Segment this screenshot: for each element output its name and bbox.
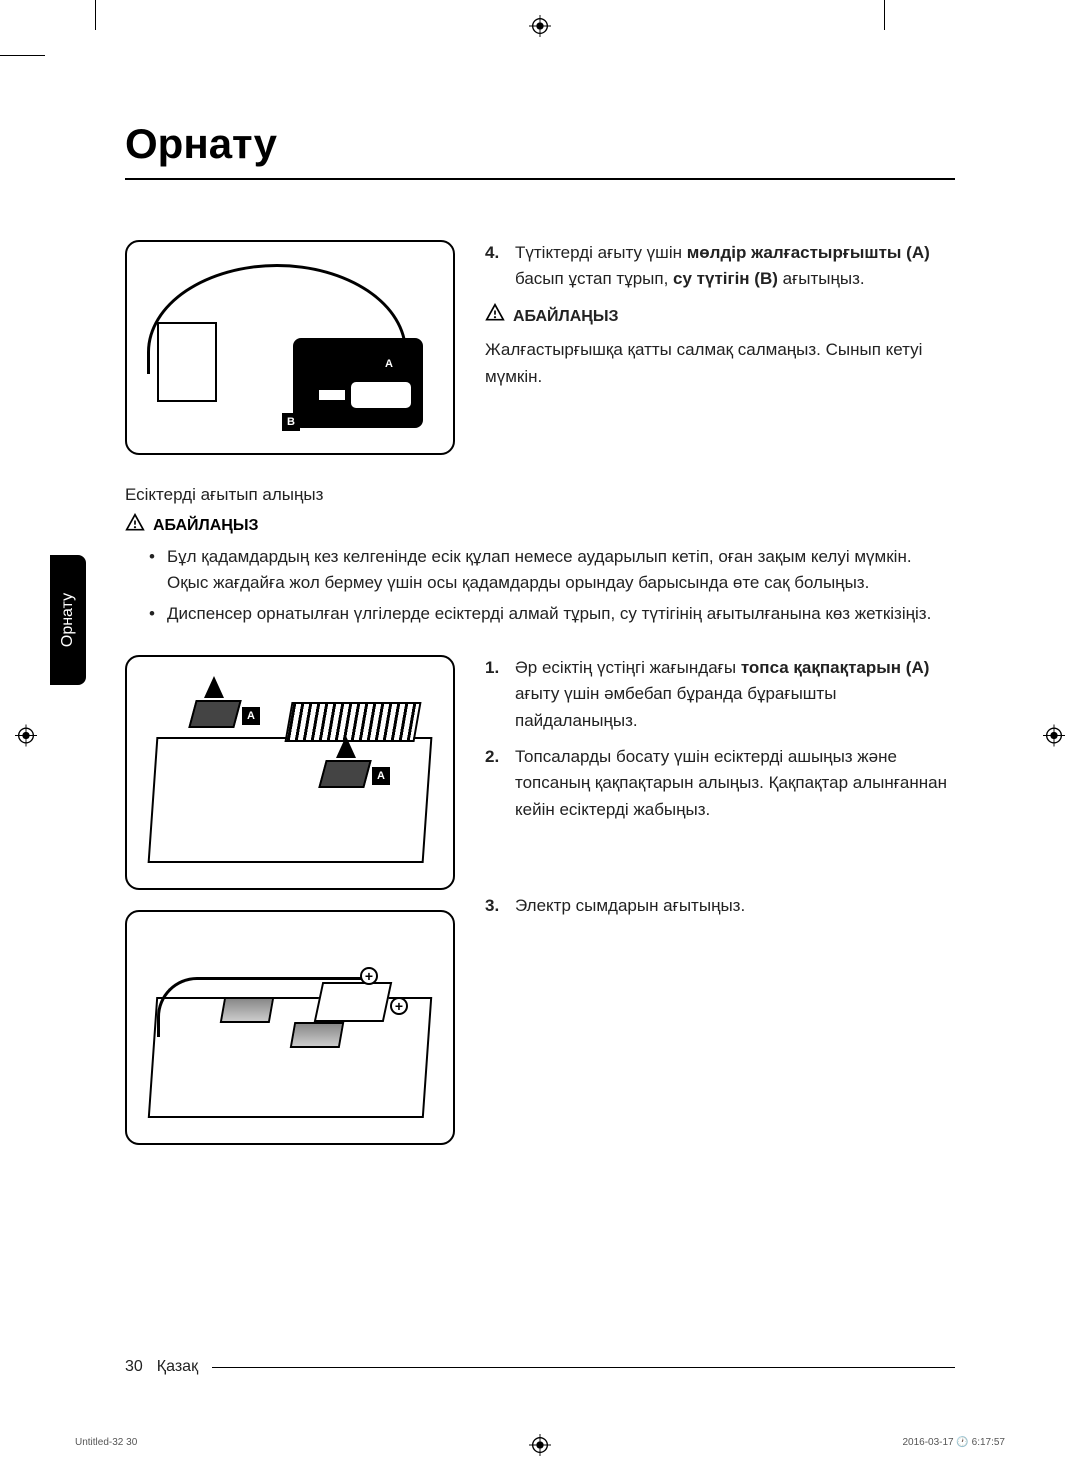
bullet-item: Бұл қадамдардың кез келгенінде есік құла… [149, 544, 955, 597]
warning-icon [485, 303, 505, 332]
screw-icon [360, 967, 378, 985]
connector [290, 1022, 345, 1048]
bold-text: топса қақпақтарын (A) [741, 658, 930, 677]
text: Әр есіктің үстіңгі жағындағы [515, 658, 741, 677]
screw-icon [390, 997, 408, 1015]
connector [351, 382, 411, 408]
steps-column: 1. Әр есіктің үстіңгі жағындағы топса қа… [485, 655, 955, 1145]
bracket [157, 322, 217, 402]
bold-text: су түтігін (B) [673, 269, 778, 288]
crop-mark [884, 0, 885, 30]
row-1: A B 4. Түтіктерді ағыту үшін мөлдір жалғ… [125, 240, 955, 455]
text: басып ұстап тұрып, [515, 269, 673, 288]
pin [317, 388, 347, 402]
side-tab-label: Орнату [59, 593, 77, 647]
registration-mark-icon [1043, 725, 1065, 752]
page-number: 30 [125, 1358, 143, 1376]
page-footer: 30 Қазақ [125, 1358, 955, 1376]
step-number: 2. [485, 744, 507, 823]
figure-label-a: A [242, 707, 260, 725]
step4-block: 4. Түтіктерді ағыту үшін мөлдір жалғасты… [485, 240, 955, 455]
print-file-label: Untitled-32 30 [75, 1437, 137, 1448]
step-number: 4. [485, 240, 507, 293]
bold-text: мөлдір жалғастырғышты (A) [687, 243, 930, 262]
text: ағытыңыз. [778, 269, 865, 288]
step-number: 1. [485, 655, 507, 734]
fridge-top [148, 737, 433, 863]
print-footer: Untitled-32 30 2016-03-17 🕐 6:17:57 [75, 1437, 1005, 1448]
connector [220, 997, 275, 1023]
warning-label: АБАЙЛАҢЫЗ [153, 517, 259, 535]
row-2: A A 1. Әр есіктің үс [125, 655, 955, 1145]
text: Түтіктерді ағыту үшін [515, 243, 687, 262]
registration-mark-icon [15, 725, 37, 752]
registration-mark-icon [529, 15, 551, 42]
crop-mark [95, 0, 96, 30]
warning-label: АБАЙЛАҢЫЗ [513, 305, 619, 330]
hinge-cap [188, 700, 242, 728]
side-tab: Орнату [50, 555, 86, 685]
step-4: 4. Түтіктерді ағыту үшін мөлдір жалғасты… [485, 240, 955, 293]
step-text: Электр сымдарын ағытыңыз. [515, 893, 745, 919]
step-text: Топсаларды босату үшін есіктерді ашыңыз … [515, 744, 955, 823]
warning-heading: АБАЙЛАҢЫЗ [125, 513, 955, 538]
print-timestamp: 2016-03-17 🕐 6:17:57 [902, 1437, 1005, 1448]
warning-bullets: Бұл қадамдардың кез келгенінде есік құла… [149, 544, 955, 627]
warning-heading: АБАЙЛАҢЫЗ [485, 303, 955, 332]
crop-mark [0, 55, 45, 56]
step-text: Әр есіктің үстіңгі жағындағы топса қақпа… [515, 655, 955, 734]
page-language: Қазақ [157, 1358, 198, 1376]
arrow-up-icon [336, 736, 356, 758]
figure-label-b: B [282, 413, 300, 431]
figure-label-a: A [372, 767, 390, 785]
section-remove-doors: Есіктерді ағытып алыңыз АБАЙЛАҢЫЗ Бұл қа… [125, 485, 955, 627]
figure-column: A A [125, 655, 455, 1145]
page-title: Орнату [125, 120, 955, 180]
figure-water-tube: A B [125, 240, 455, 455]
figure-label-a: A [380, 355, 398, 373]
subheading: Есіктерді ағытып алыңыз [125, 485, 955, 505]
step-3: 3. Электр сымдарын ағытыңыз. [485, 893, 955, 919]
step-text: Түтіктерді ағыту үшін мөлдір жалғастырғы… [515, 240, 955, 293]
bullet-item: Диспенсер орнатылған үлгілерде есіктерді… [149, 601, 955, 627]
warning-icon [125, 513, 145, 538]
footer-rule [212, 1367, 955, 1368]
figure-hinge-caps: A A [125, 655, 455, 890]
step-number: 3. [485, 893, 507, 919]
warning-text: Жалғастырғышқа қатты салмақ салмаңыз. Сы… [485, 337, 955, 390]
step-2: 2. Топсаларды босату үшін есіктерді ашың… [485, 744, 955, 823]
figure-wire-connectors [125, 910, 455, 1145]
hinge-cap [318, 760, 372, 788]
step-1: 1. Әр есіктің үстіңгі жағындағы топса қа… [485, 655, 955, 734]
page-content: Орнату A B 4. Түтіктерді ағыту үшін мөлд… [125, 120, 955, 1145]
arrow-up-icon [204, 676, 224, 698]
text: ағыту үшін әмбебап бұранда бұрағышты пай… [515, 684, 836, 729]
